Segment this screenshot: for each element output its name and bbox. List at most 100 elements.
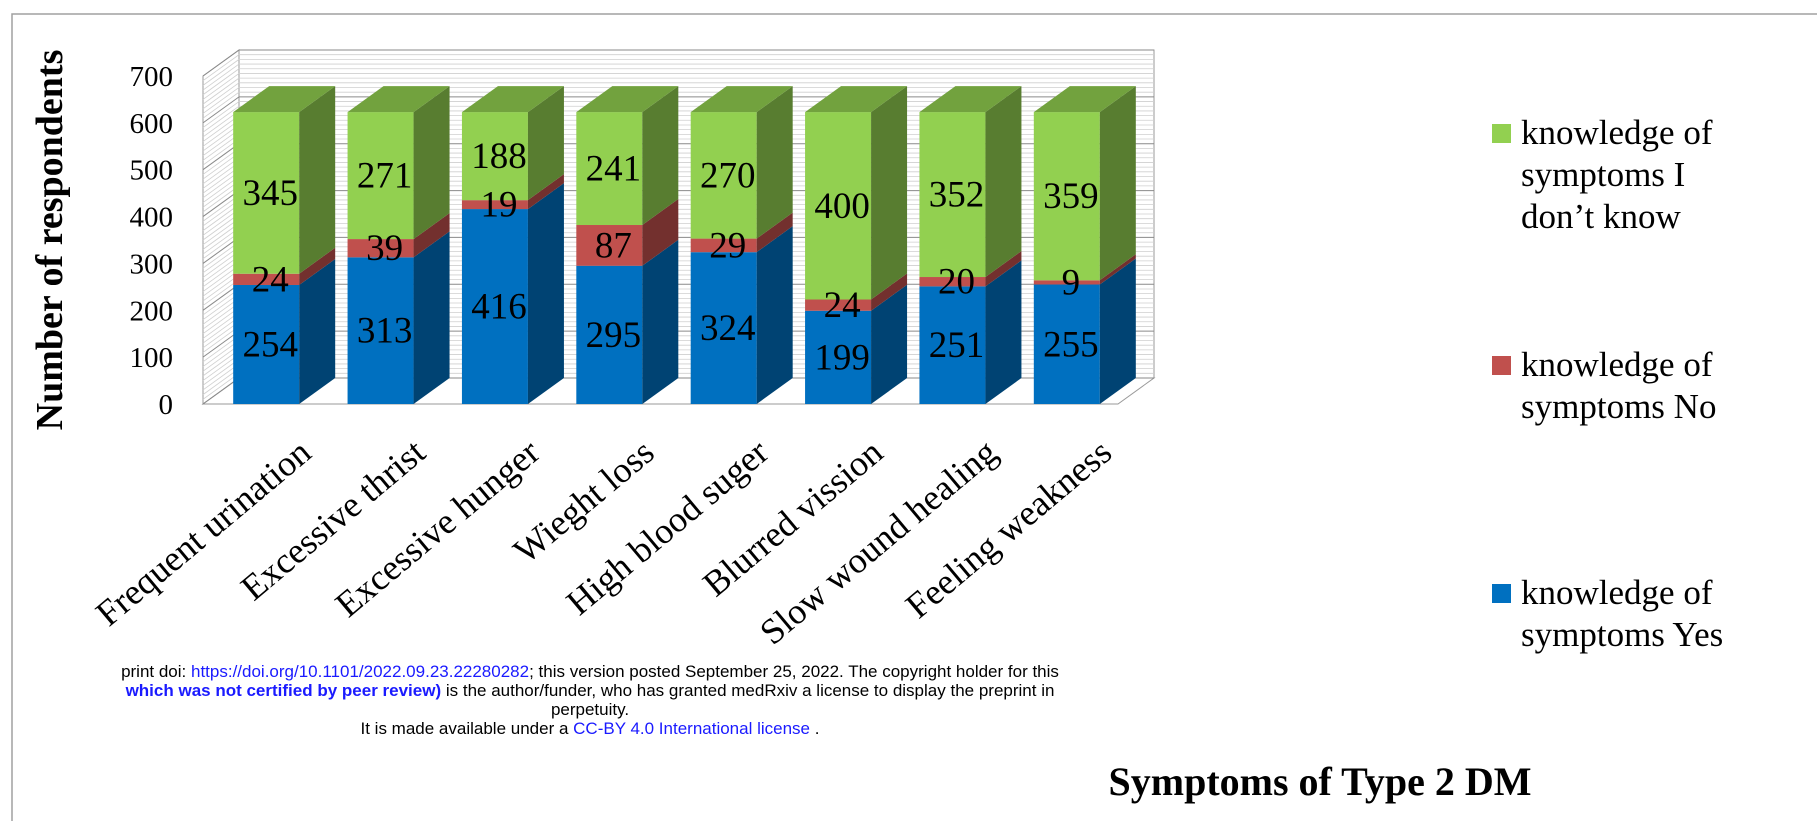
bar-side bbox=[871, 86, 908, 300]
bar-face bbox=[461, 112, 528, 201]
bar-face bbox=[690, 238, 757, 253]
minor-gridline bbox=[202, 68, 240, 96]
minor-gridline bbox=[202, 77, 240, 105]
bar-top bbox=[1033, 86, 1136, 113]
bar-side bbox=[1099, 254, 1136, 285]
doi-link[interactable]: https://doi.org/10.1101/2022.09.23.22280… bbox=[191, 662, 530, 681]
minor-gridline bbox=[202, 269, 240, 297]
minor-gridline bbox=[202, 223, 240, 250]
bar-face bbox=[919, 112, 986, 278]
bar-segment bbox=[347, 213, 450, 258]
data-label: 9 bbox=[1062, 262, 1081, 303]
bar-side bbox=[413, 86, 450, 240]
minor-gridline bbox=[202, 162, 240, 189]
bar-segment bbox=[347, 86, 450, 240]
minor-gridline bbox=[202, 82, 240, 110]
bar-side bbox=[413, 231, 450, 404]
bar-side bbox=[527, 183, 564, 404]
notice-text: is the author/funder, who has granted me… bbox=[441, 681, 1055, 700]
minor-gridline bbox=[202, 101, 240, 128]
minor-gridline bbox=[202, 119, 240, 147]
data-label: 39 bbox=[366, 228, 403, 269]
minor-gridline bbox=[202, 105, 240, 133]
bar-side bbox=[299, 86, 336, 274]
legend-label: symptoms No bbox=[1521, 387, 1716, 426]
license-link[interactable]: CC-BY 4.0 International license bbox=[573, 719, 811, 738]
minor-gridline bbox=[202, 129, 240, 156]
bar-top bbox=[805, 86, 908, 113]
bar-top bbox=[919, 86, 1022, 113]
bar-face bbox=[919, 277, 986, 287]
data-label: 352 bbox=[929, 175, 985, 216]
minor-gridline bbox=[202, 340, 240, 367]
data-label: 251 bbox=[929, 325, 985, 366]
bar-side bbox=[985, 260, 1022, 404]
minor-gridline bbox=[202, 372, 240, 400]
major-gridline bbox=[202, 143, 240, 171]
data-label: 24 bbox=[824, 285, 861, 326]
minor-gridline bbox=[202, 251, 240, 278]
minor-gridline bbox=[202, 307, 240, 335]
legend-label: don’t know bbox=[1521, 197, 1681, 236]
minor-gridline bbox=[202, 176, 240, 203]
data-label: 87 bbox=[595, 225, 632, 266]
y-tick-label: 500 bbox=[130, 155, 174, 187]
bar-segment bbox=[919, 251, 1022, 287]
data-label: 188 bbox=[471, 136, 527, 177]
bar-face bbox=[690, 112, 757, 239]
minor-gridline bbox=[202, 274, 240, 302]
bar-face bbox=[919, 286, 986, 404]
bar-segment bbox=[690, 226, 793, 404]
minor-gridline bbox=[202, 180, 240, 208]
data-label: 295 bbox=[586, 315, 642, 356]
minor-gridline bbox=[202, 265, 240, 292]
bar-side bbox=[299, 258, 336, 404]
bar-side bbox=[985, 86, 1022, 278]
minor-gridline bbox=[202, 213, 240, 241]
minor-gridline bbox=[202, 260, 240, 288]
minor-gridline bbox=[202, 255, 240, 283]
bar-segment bbox=[233, 258, 336, 404]
notice-bold-text: which was not certified by peer review) bbox=[125, 681, 442, 700]
major-gridline bbox=[202, 283, 240, 311]
major-gridline bbox=[202, 377, 240, 405]
bar-face bbox=[233, 273, 300, 285]
bar-side bbox=[871, 284, 908, 404]
notice-line-3: perpetuity. bbox=[0, 700, 1180, 719]
major-gridline bbox=[202, 49, 240, 77]
bar-segment bbox=[690, 212, 793, 253]
minor-gridline bbox=[202, 204, 240, 231]
legend-label: knowledge of bbox=[1521, 345, 1713, 384]
minor-gridline bbox=[202, 152, 240, 180]
legend-label: symptoms Yes bbox=[1521, 615, 1723, 654]
minor-gridline bbox=[202, 157, 240, 185]
bar-side bbox=[871, 273, 908, 311]
legend-swatch bbox=[1492, 124, 1511, 143]
y-tick-label: 300 bbox=[130, 248, 174, 280]
minor-gridline bbox=[202, 87, 240, 114]
minor-gridline bbox=[202, 288, 240, 316]
minor-gridline bbox=[202, 335, 240, 363]
bar-face bbox=[1033, 284, 1100, 404]
bar-side bbox=[413, 213, 450, 258]
bar-side bbox=[756, 86, 793, 239]
minor-gridline bbox=[202, 344, 240, 372]
data-label: 345 bbox=[242, 173, 298, 214]
y-tick-label: 0 bbox=[159, 389, 174, 421]
notice-line-1: print doi: https://doi.org/10.1101/2022.… bbox=[0, 662, 1180, 681]
minor-gridline bbox=[202, 59, 240, 86]
chart-frame bbox=[11, 13, 1817, 826]
bar-face bbox=[805, 112, 872, 300]
major-gridline bbox=[202, 190, 240, 217]
minor-gridline bbox=[202, 208, 240, 236]
minor-gridline bbox=[202, 73, 240, 100]
notice-line-4: It is made available under a CC-BY 4.0 I… bbox=[0, 719, 1180, 738]
y-tick-label: 200 bbox=[130, 295, 174, 327]
bar-segment bbox=[1033, 254, 1136, 285]
major-gridline bbox=[202, 237, 240, 264]
y-tick-label: 100 bbox=[130, 342, 174, 374]
major-gridline bbox=[202, 330, 240, 358]
bar-segment bbox=[805, 273, 908, 311]
